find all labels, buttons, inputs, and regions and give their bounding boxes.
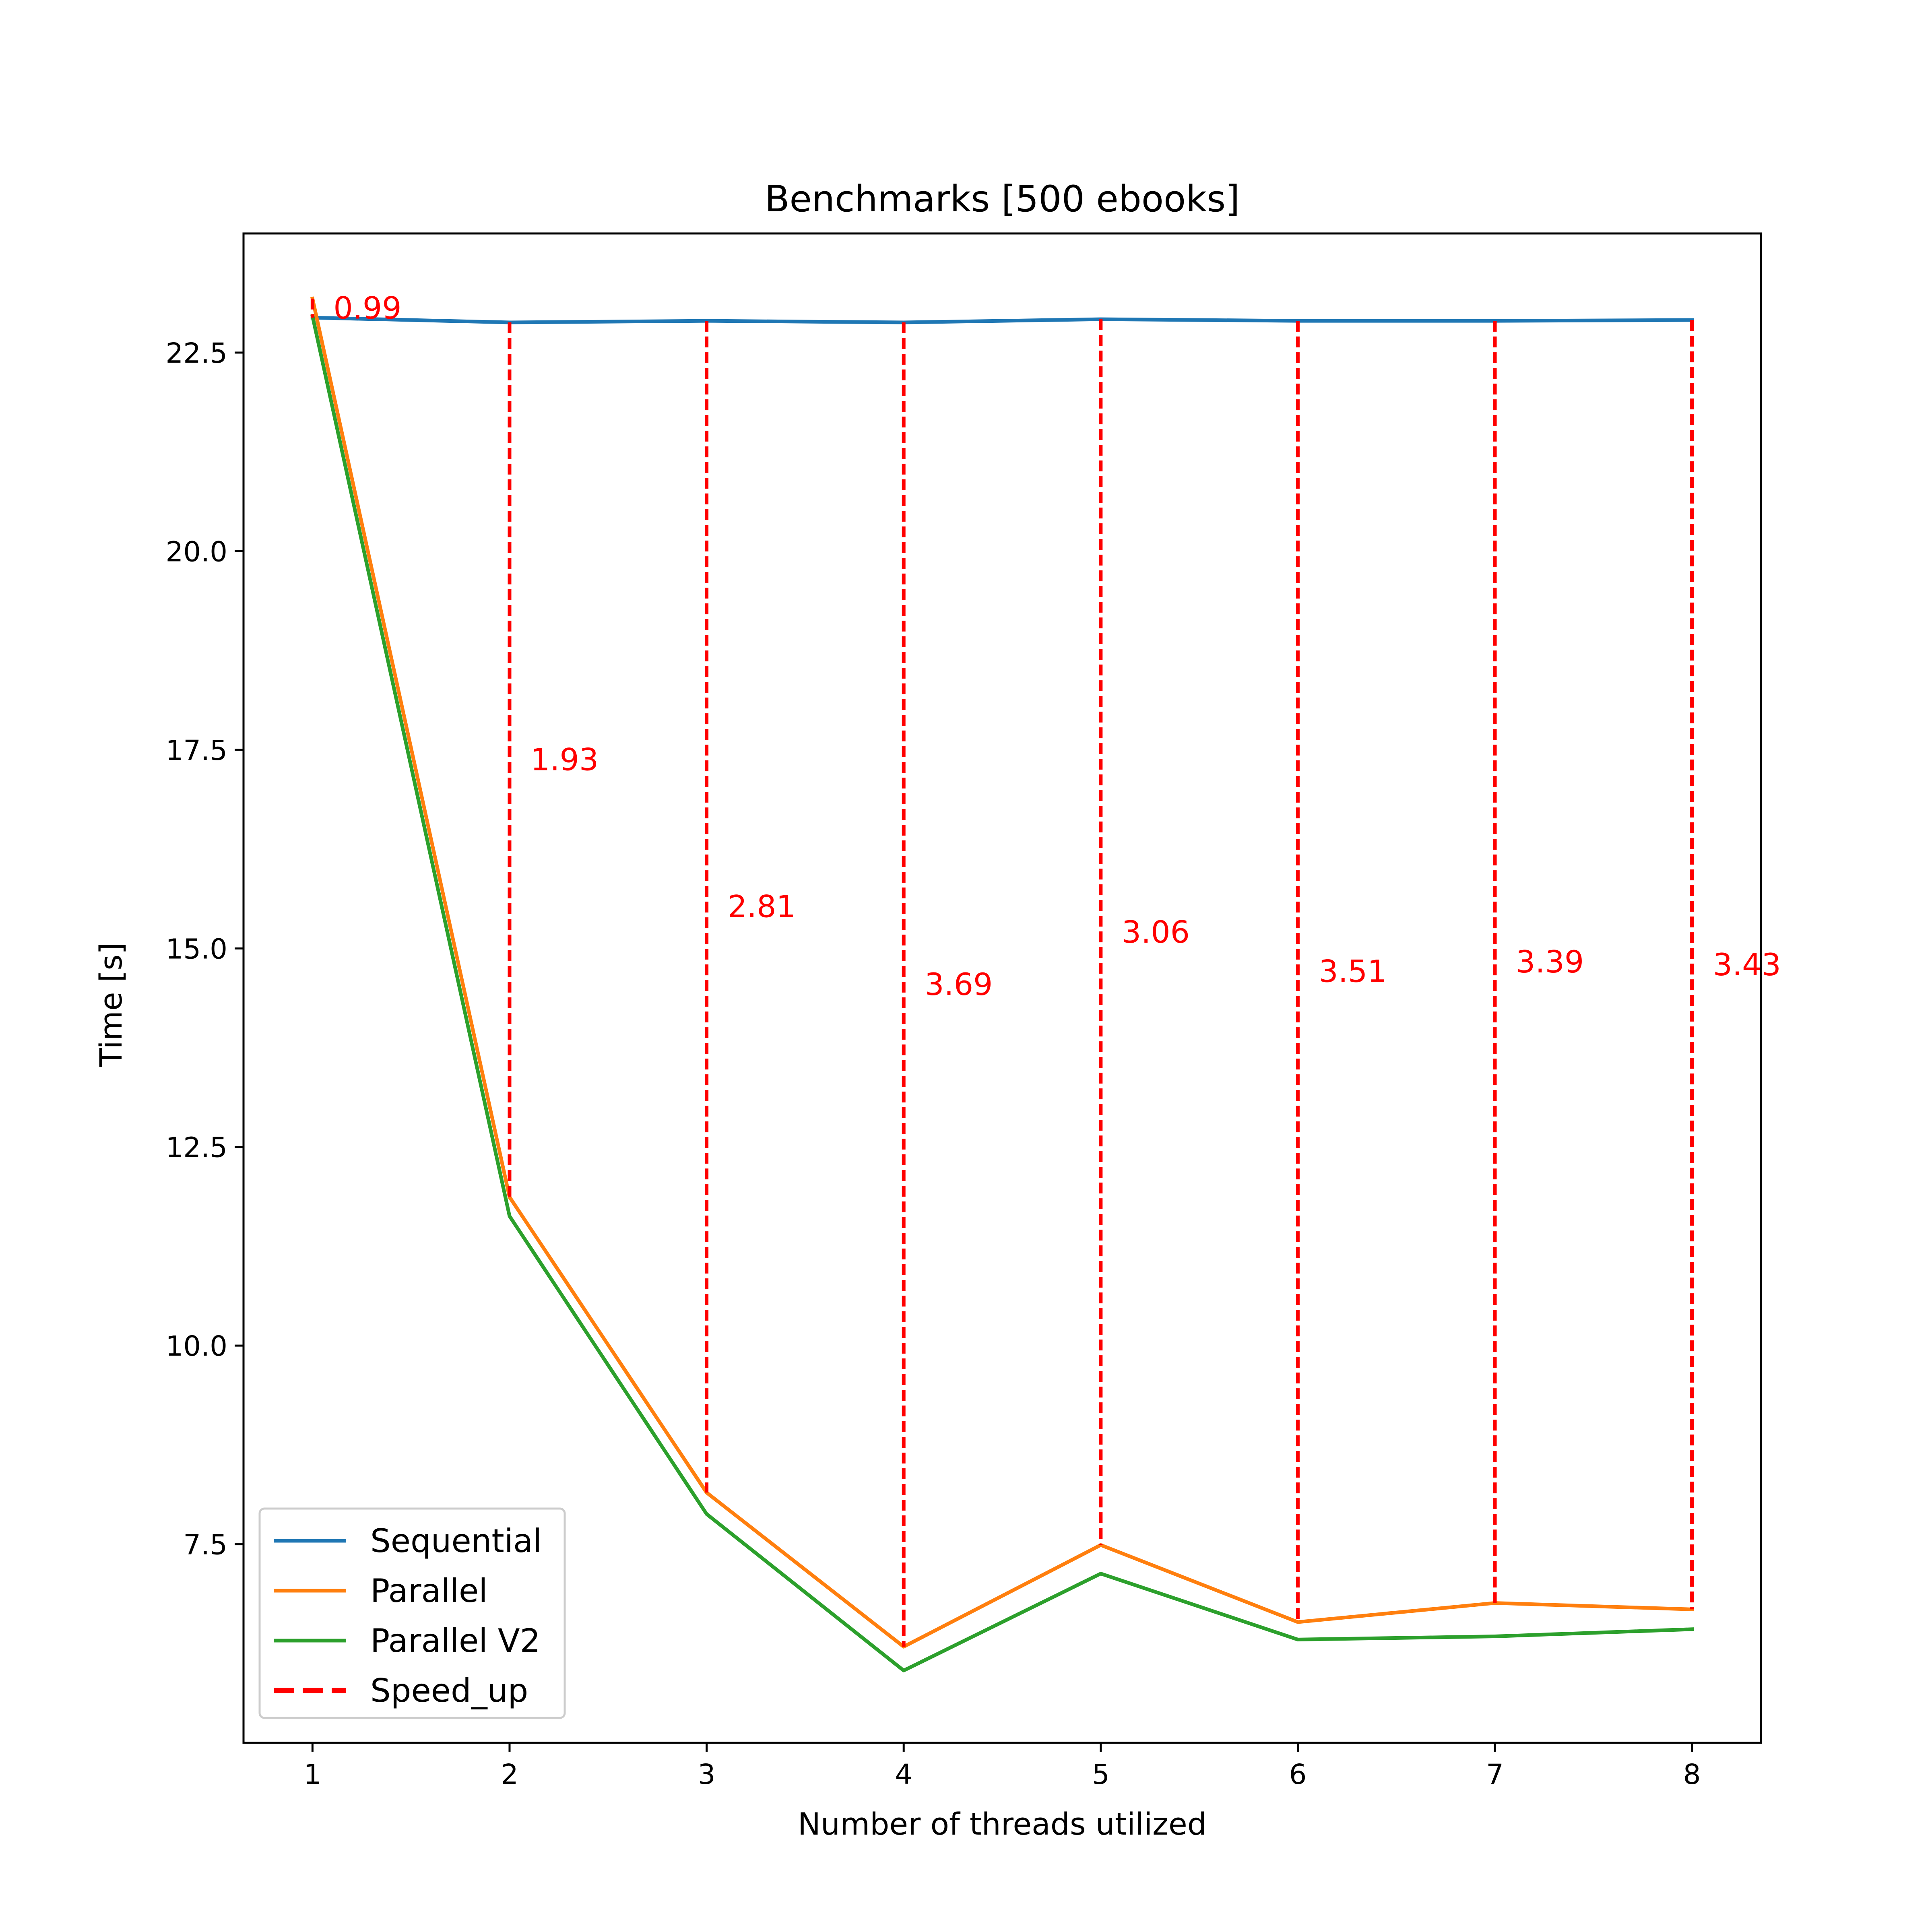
series-line-parallel-v2 <box>310 314 1694 1672</box>
x-tick-label: 1 <box>303 1759 321 1791</box>
y-tick-label: 17.5 <box>165 735 227 767</box>
x-tick-label: 3 <box>698 1759 716 1791</box>
x-tick-label: 4 <box>895 1759 912 1791</box>
y-tick-label: 7.5 <box>183 1529 227 1561</box>
y-tick-label: 20.0 <box>165 536 227 568</box>
legend: Sequential Parallel Parallel V2 Speed_up <box>258 1507 566 1719</box>
x-tick-label: 8 <box>1683 1759 1701 1791</box>
x-tick-label: 5 <box>1092 1759 1110 1791</box>
y-tick-label: 10.0 <box>165 1330 227 1362</box>
series-line-sequential <box>310 316 1694 324</box>
plot-frame <box>242 232 1762 1744</box>
chart-title: Benchmarks [500 ebooks] <box>765 178 1240 220</box>
series-line-parallel <box>310 296 1694 1649</box>
speedup-label: 1.93 <box>530 742 599 778</box>
x-tick-label: 2 <box>501 1759 518 1791</box>
x-axis: 1 2 3 4 5 6 7 8 <box>303 1743 1701 1791</box>
legend-label: Parallel <box>370 1572 487 1610</box>
y-axis-label: Time [s] <box>93 942 129 1067</box>
speedup-label: 3.06 <box>1122 914 1190 950</box>
legend-label: Sequential <box>370 1522 542 1560</box>
legend-label: Speed_up <box>370 1672 528 1709</box>
plot-area: 0.99 1.93 2.81 3.69 3.06 3.51 3.39 3.43 <box>242 232 1781 1744</box>
y-axis: 7.5 10.0 12.5 15.0 17.5 20.0 22.5 <box>165 337 244 1561</box>
x-tick-label: 7 <box>1486 1759 1504 1791</box>
x-tick-label: 6 <box>1289 1759 1307 1791</box>
y-tick-label: 22.5 <box>165 337 227 369</box>
y-tick-label: 12.5 <box>165 1132 227 1164</box>
x-axis-label: Number of threads utilized <box>798 1806 1207 1842</box>
y-tick-label: 15.0 <box>165 933 227 965</box>
speedup-label: 3.43 <box>1713 947 1781 983</box>
speedup-label: 3.69 <box>925 966 993 1002</box>
legend-label: Parallel V2 <box>370 1622 541 1660</box>
speedup-label: 2.81 <box>728 889 796 925</box>
legend-box <box>258 1507 566 1719</box>
speedup-label: 3.51 <box>1319 954 1387 989</box>
speedup-label: 3.39 <box>1516 944 1584 980</box>
speedup-label: 0.99 <box>333 290 401 326</box>
